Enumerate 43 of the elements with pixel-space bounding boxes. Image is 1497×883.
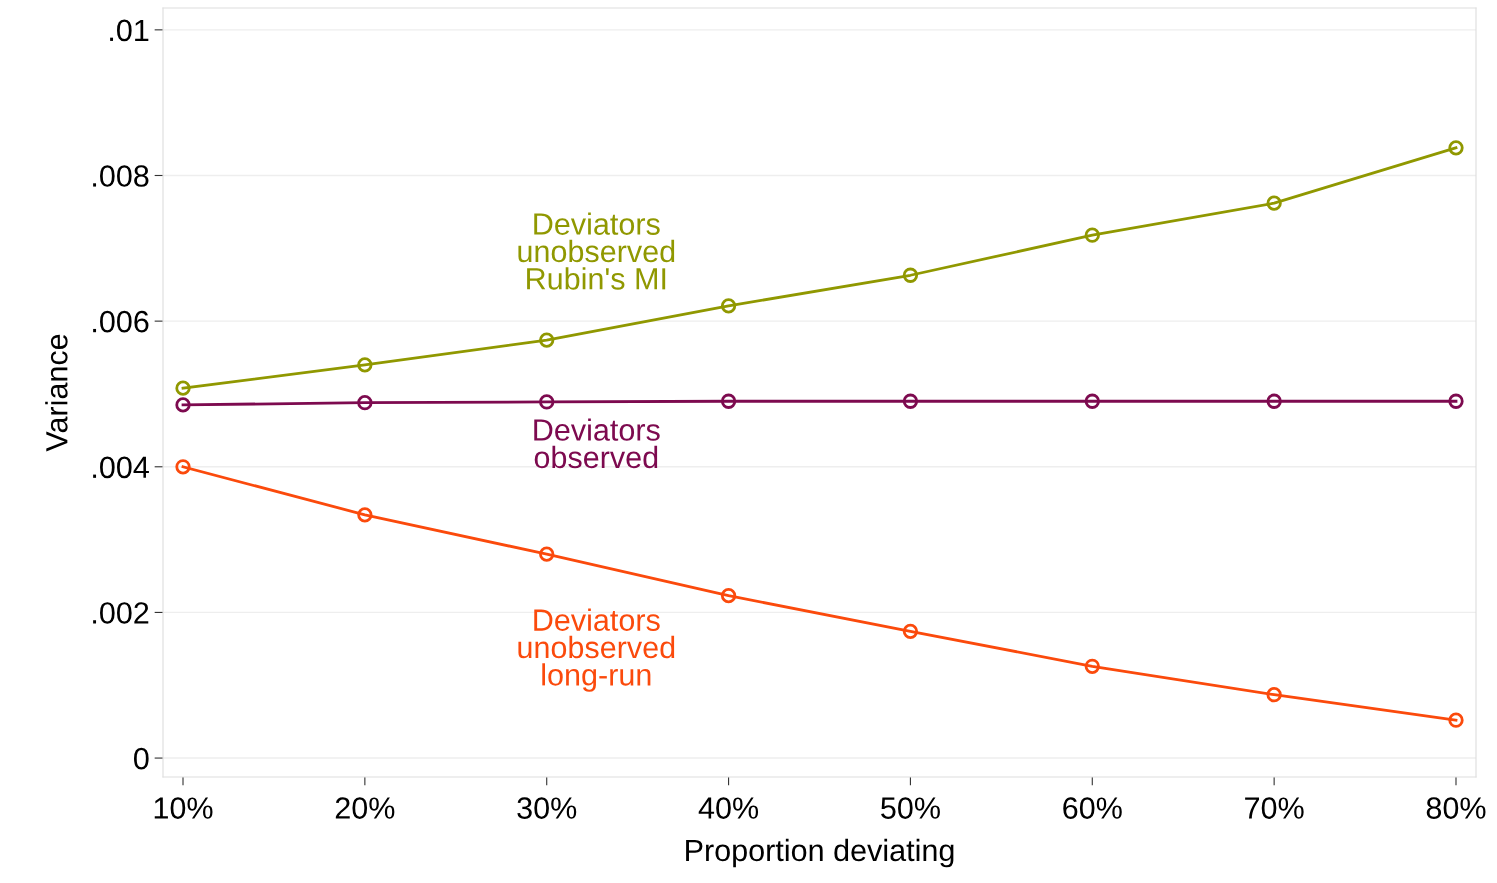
x-tick-label: 50% — [881, 797, 940, 819]
point — [357, 357, 373, 373]
y-axis-title: Variance — [45, 334, 68, 452]
x-axis-title: Proportion deviating — [686, 838, 954, 868]
x-tick-label: 60% — [1063, 797, 1122, 819]
series-label: Deviators unobserved Rubin's MI — [518, 212, 675, 290]
x-tick-label: 70% — [1245, 797, 1304, 819]
x-tick-label: 40% — [698, 797, 759, 819]
point — [357, 507, 373, 523]
y-tick-label: 0 — [134, 747, 149, 770]
point — [1084, 393, 1100, 409]
y-tick-label: .01 — [110, 19, 149, 42]
point — [720, 588, 737, 604]
point — [1448, 140, 1464, 156]
point — [175, 459, 191, 475]
point — [720, 393, 737, 409]
point — [1266, 687, 1282, 703]
point — [902, 393, 919, 409]
point — [1448, 712, 1464, 728]
x-tick-label: 10% — [154, 797, 213, 819]
y-tick-label: .002 — [93, 602, 149, 624]
point — [175, 397, 191, 413]
point — [175, 380, 191, 396]
point — [1266, 195, 1282, 211]
point — [902, 623, 919, 639]
series-label: Deviators observed — [534, 418, 660, 469]
x-tick-label: 20% — [335, 797, 395, 819]
point — [539, 394, 555, 410]
y-tick-label: .006 — [93, 310, 149, 333]
point — [902, 267, 919, 283]
point — [357, 395, 373, 411]
point — [720, 298, 737, 314]
point — [1084, 227, 1100, 243]
point — [1084, 658, 1100, 674]
point — [539, 546, 555, 562]
x-tick-label: 80% — [1426, 797, 1486, 819]
x-tick-label: 30% — [517, 797, 577, 819]
point — [1266, 393, 1282, 409]
y-tick-label: .008 — [93, 165, 149, 187]
y-tick-label: .004 — [93, 456, 149, 479]
series-label: Deviators unobserved long-run — [518, 608, 675, 692]
point — [539, 332, 555, 348]
point — [1448, 393, 1464, 409]
